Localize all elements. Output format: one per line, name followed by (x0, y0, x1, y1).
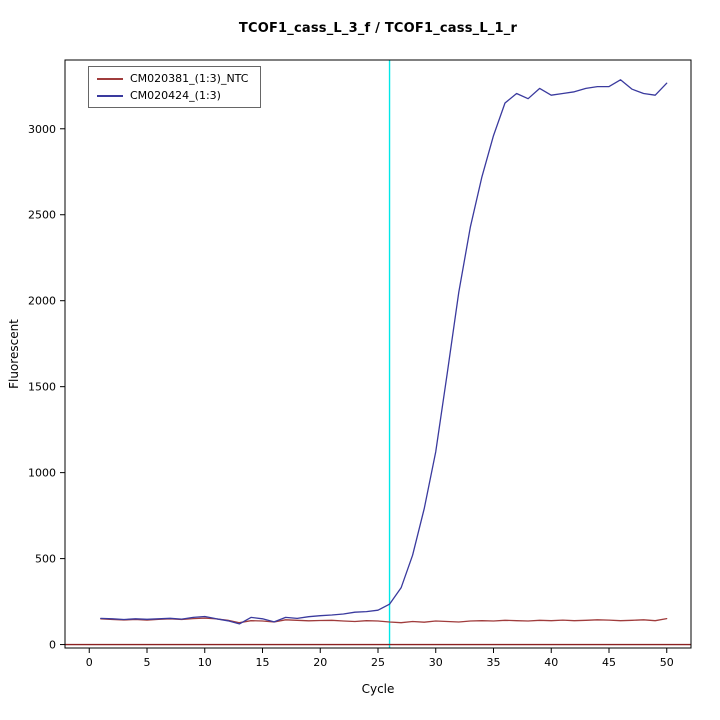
chart-title: TCOF1_cass_L_3_f / TCOF1_cass_L_1_r (238, 21, 518, 36)
x-tick-label: 10 (198, 656, 212, 669)
y-tick-label: 2500 (28, 209, 56, 222)
legend-line-sample-icon (97, 94, 123, 97)
y-tick-label: 0 (49, 639, 56, 652)
x-tick-label: 50 (660, 656, 674, 669)
legend-label: CM020381_(1:3)_NTC (130, 72, 249, 85)
y-tick-label: 1000 (28, 467, 56, 480)
x-axis-label: Cycle (361, 682, 395, 696)
y-axis-label: Fluorescent (7, 319, 21, 389)
x-tick-label: 35 (486, 656, 500, 669)
x-tick-label: 5 (144, 656, 151, 669)
x-tick-label: 45 (602, 656, 616, 669)
series-line-0 (100, 617, 668, 624)
plot-box (64, 59, 692, 649)
x-tick-label: 30 (429, 656, 443, 669)
legend-entry-ntc: CM020381_(1:3)_NTC (97, 72, 248, 85)
legend-line-sample-icon (97, 77, 123, 80)
y-tick-label: 1500 (28, 381, 56, 394)
y-tick-label: 2000 (28, 295, 56, 308)
y-tick-label: 500 (35, 553, 56, 566)
x-tick-label: 15 (256, 656, 270, 669)
x-tick-label: 20 (313, 656, 327, 669)
x-tick-label: 0 (86, 656, 93, 669)
y-tick-label: 3000 (28, 123, 56, 136)
series-line-1 (100, 79, 668, 625)
legend-entry-sample: CM020424_(1:3) (97, 89, 248, 102)
x-tick-label: 25 (371, 656, 385, 669)
x-tick-label: 40 (544, 656, 558, 669)
legend-label: CM020424_(1:3) (130, 89, 221, 102)
legend: CM020381_(1:3)_NTC CM020424_(1:3) (88, 66, 262, 108)
